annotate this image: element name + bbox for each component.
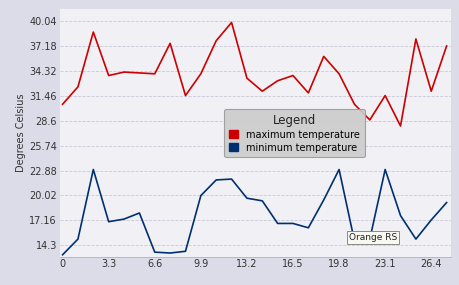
Text: Orange RS: Orange RS xyxy=(348,233,396,242)
Legend: maximum temperature, minimum temperature: maximum temperature, minimum temperature xyxy=(224,109,364,157)
Y-axis label: Degrees Celsius: Degrees Celsius xyxy=(17,93,26,172)
